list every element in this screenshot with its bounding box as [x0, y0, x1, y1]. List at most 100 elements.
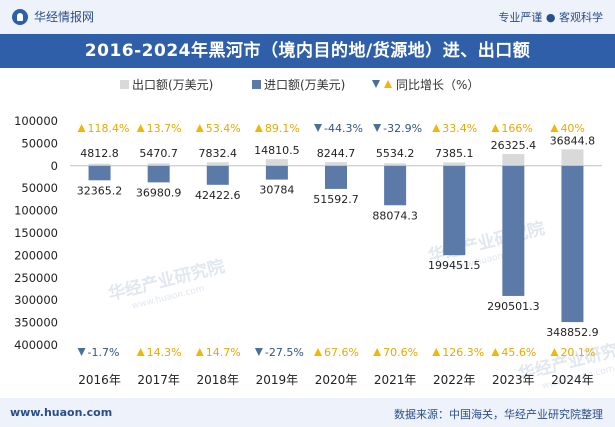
- export-bar: [561, 149, 584, 166]
- export-growth-down-icon: [314, 124, 322, 132]
- x-category-label: 2017年: [137, 373, 180, 387]
- export-bar: [443, 162, 466, 166]
- x-category-label: 2023年: [492, 373, 535, 387]
- import-growth-label: 14.7%: [206, 346, 241, 359]
- y-tick-label: 250000: [14, 271, 58, 285]
- export-value-label: 5534.2: [376, 147, 415, 160]
- import-value-label: 348852.9: [546, 326, 599, 339]
- legend-export-swatch: [120, 80, 129, 89]
- y-tick-label: 200000: [14, 248, 58, 262]
- import-bar: [502, 165, 525, 296]
- import-growth-down-icon: [77, 348, 86, 356]
- export-growth-up-icon: [77, 124, 86, 132]
- import-value-label: 36980.9: [136, 186, 182, 199]
- export-value-label: 4812.8: [80, 147, 119, 160]
- import-value-label: 32365.2: [77, 184, 123, 197]
- import-growth-up-icon: [136, 348, 145, 356]
- x-category-label: 2022年: [433, 373, 476, 387]
- import-bar: [384, 165, 407, 206]
- export-bar: [325, 162, 347, 166]
- legend-import-label: 进口额(万美元): [264, 78, 345, 92]
- export-growth-down-icon: [373, 124, 382, 132]
- x-category-label: 2021年: [374, 373, 417, 387]
- import-bar: [265, 165, 288, 180]
- export-growth-label: 33.4%: [442, 122, 477, 135]
- legend-import-swatch: [252, 80, 261, 89]
- export-growth-label: 53.4%: [206, 122, 241, 135]
- export-growth-label: -32.9%: [383, 122, 422, 135]
- export-growth-up-icon: [195, 124, 204, 132]
- x-category-label: 2024年: [551, 373, 594, 387]
- export-value-label: 36844.8: [550, 134, 596, 147]
- import-growth-up-icon: [314, 348, 322, 356]
- import-growth-label: -27.5%: [265, 346, 304, 359]
- import-growth-up-icon: [195, 348, 204, 356]
- import-growth-label: 70.6%: [383, 346, 418, 359]
- y-tick-label: 0: [51, 159, 58, 173]
- export-value-label: 5470.7: [139, 147, 178, 160]
- legend-growth-label: 同比增长（%）: [396, 78, 479, 92]
- export-bar: [88, 163, 111, 166]
- export-bar: [502, 154, 525, 166]
- x-category-label: 2016年: [78, 373, 121, 387]
- export-growth-up-icon: [432, 124, 441, 132]
- import-bar: [325, 165, 347, 189]
- chart-title: 2016-2024年黑河市（境内目的地/货源地）进、出口额: [0, 34, 615, 68]
- export-bar: [384, 163, 407, 166]
- import-bar: [443, 165, 466, 256]
- export-bar: [265, 159, 288, 166]
- import-growth-label: 45.6%: [501, 346, 536, 359]
- export-value-label: 7832.4: [199, 147, 238, 160]
- import-growth-down-icon: [254, 348, 263, 356]
- import-bar: [88, 165, 111, 181]
- legend-export-label: 出口额(万美元): [132, 78, 213, 92]
- export-value-label: 14810.5: [254, 144, 300, 157]
- y-tick-label: 400000: [14, 338, 58, 352]
- y-tick-label: 100000: [14, 204, 58, 218]
- import-bar: [206, 165, 229, 185]
- y-tick-label: 150000: [14, 226, 58, 240]
- import-growth-up-icon: [550, 348, 559, 356]
- brand: 华经情报网: [12, 8, 94, 25]
- import-value-label: 30784: [259, 184, 294, 197]
- export-bar: [206, 162, 229, 166]
- import-value-label: 88074.3: [372, 209, 418, 222]
- import-growth-label: 126.3%: [442, 346, 484, 359]
- export-value-label: 7385.1: [435, 147, 474, 160]
- y-tick-label: 300000: [14, 293, 58, 307]
- x-category-label: 2020年: [315, 373, 358, 387]
- data-source: 数据来源：中国海关，华经产业研究院整理: [394, 408, 603, 421]
- import-value-label: 290501.3: [487, 300, 540, 313]
- export-value-label: 26325.4: [491, 139, 537, 152]
- import-growth-up-icon: [491, 348, 500, 356]
- export-growth-label: -44.3%: [324, 122, 363, 135]
- import-bar: [147, 165, 170, 183]
- import-growth-label: 14.3%: [147, 346, 182, 359]
- y-tick-label: 350000: [14, 316, 58, 330]
- export-growth-label: 13.7%: [147, 122, 182, 135]
- brand-name: 华经情报网: [34, 10, 95, 24]
- import-growth-label: 67.6%: [324, 346, 359, 359]
- legend-down-triangle-icon: [372, 80, 380, 88]
- import-growth-up-icon: [373, 348, 382, 356]
- import-growth-label: -1.7%: [88, 346, 120, 359]
- import-value-label: 199451.5: [428, 259, 481, 272]
- export-growth-up-icon: [550, 124, 559, 132]
- export-growth-label: 40%: [560, 122, 584, 135]
- import-bar: [561, 165, 584, 323]
- export-growth-label: 166%: [501, 122, 532, 135]
- x-category-label: 2018年: [197, 373, 240, 387]
- import-growth-up-icon: [432, 348, 441, 356]
- footer-site-link[interactable]: www.huaon.com: [10, 406, 113, 419]
- top-banner: 华经情报网 专业严谨 ● 客观科学: [0, 0, 615, 34]
- legend-up-triangle-icon: [384, 80, 392, 88]
- y-tick-label: 50000: [21, 181, 58, 195]
- y-tick-label: 100000: [14, 114, 58, 128]
- tagline: 专业严谨 ● 客观科学: [498, 11, 603, 24]
- export-growth-label: 118.4%: [88, 122, 130, 135]
- export-growth-up-icon: [491, 124, 500, 132]
- x-category-label: 2019年: [256, 373, 299, 387]
- export-growth-label: 89.1%: [265, 122, 300, 135]
- export-growth-up-icon: [254, 124, 263, 132]
